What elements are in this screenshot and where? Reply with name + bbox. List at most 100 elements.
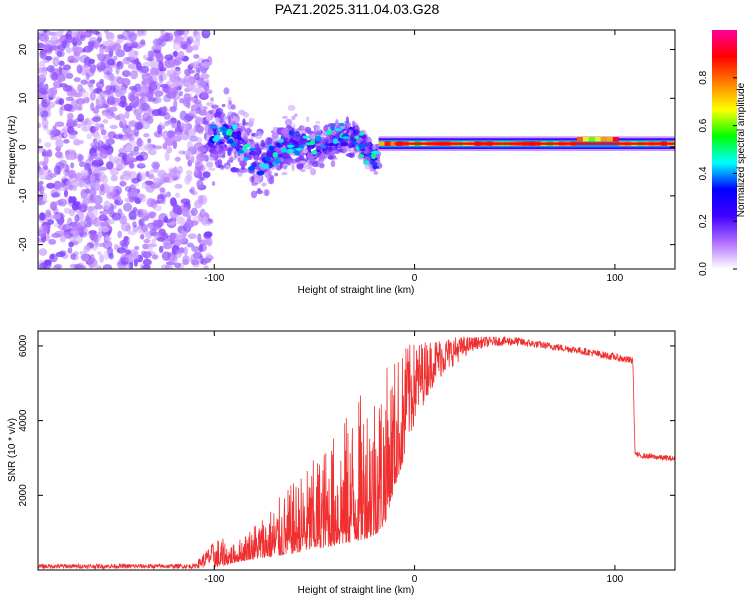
spectrogram-cell xyxy=(211,181,216,186)
spectrogram-cell xyxy=(352,140,358,145)
spectrogram-cell xyxy=(72,185,78,192)
spectrogram-cell xyxy=(172,50,178,58)
spectrogram-cell xyxy=(63,138,70,144)
spectrogram-cell xyxy=(326,130,333,136)
spectrogram-cell xyxy=(119,86,127,96)
spectrogram-cell xyxy=(286,144,294,148)
spectrogram-cell xyxy=(200,90,208,98)
spectrogram-cell xyxy=(166,119,177,125)
spectrogram-cell xyxy=(72,254,79,261)
spectrogram-cell xyxy=(124,185,132,192)
spectrogram-cell xyxy=(93,207,98,217)
spectrogram-cell xyxy=(132,251,139,260)
spectrogram-cell xyxy=(102,54,112,59)
spectrogram-cell xyxy=(330,125,335,131)
spectrogram-cell xyxy=(137,193,145,199)
spectrogram-cell xyxy=(246,122,252,130)
spectrogram-cell xyxy=(275,146,283,155)
colorbar-tick-label: 0.0 xyxy=(698,262,709,276)
spectrogram-cell xyxy=(237,150,245,154)
y-tick-label: 2000 xyxy=(18,484,29,507)
spectrogram-cell xyxy=(66,179,73,186)
spectrogram-cell xyxy=(327,143,335,147)
spectrogram-band xyxy=(394,142,675,145)
spectrogram-cell xyxy=(173,69,182,76)
spectrogram-cell xyxy=(86,205,96,212)
spectrogram-cell xyxy=(41,118,49,129)
spectrogram-cell xyxy=(109,167,119,177)
spectrogram-cell xyxy=(177,30,185,36)
spectrogram-cell xyxy=(371,161,378,167)
spectrogram-cell xyxy=(359,131,365,136)
spectrogram-cell xyxy=(259,163,264,168)
y-tick-label: -20 xyxy=(18,237,29,252)
spectrogram-cell xyxy=(297,163,304,169)
spectrogram-cell xyxy=(87,80,94,88)
spectrogram-cell xyxy=(261,143,267,148)
spectrogram-cell xyxy=(74,214,80,224)
spectrogram-cell xyxy=(193,251,203,260)
spectrogram-cell xyxy=(87,120,92,129)
spectrogram-cell xyxy=(193,142,204,151)
spectrogram-cell xyxy=(120,222,131,232)
spectrogram-cell xyxy=(116,247,126,254)
spectrogram-y-label: Frequency (Hz) xyxy=(7,116,18,185)
spectrogram-cell xyxy=(202,257,212,264)
spectrogram-cell xyxy=(254,131,263,140)
spectrogram-cell xyxy=(147,97,157,102)
spectrogram-cell xyxy=(102,135,108,140)
spectrogram-cell xyxy=(166,191,171,198)
spectrogram-cell xyxy=(107,92,115,100)
spectrogram-cell xyxy=(114,200,121,205)
spectrogram-cell xyxy=(133,258,138,267)
spectrogram-band xyxy=(378,141,385,146)
spectrogram-cell xyxy=(55,151,63,159)
spectrogram-cell xyxy=(106,70,111,78)
colorbar-bar xyxy=(712,30,737,269)
spectrogram-cell xyxy=(80,79,88,85)
spectrogram-cell xyxy=(63,103,73,112)
spectrogram-cell xyxy=(106,219,115,225)
spectrogram-cell xyxy=(152,145,163,150)
spectrogram-cell xyxy=(239,153,245,161)
spectrogram-cell xyxy=(291,115,296,121)
spectrogram-cell xyxy=(174,239,183,247)
spectrogram-cell xyxy=(136,137,143,147)
spectrogram-cell xyxy=(100,58,110,68)
spectrogram-cell xyxy=(143,133,150,138)
spectrogram-cell xyxy=(55,200,64,206)
spectrogram-cell xyxy=(80,253,90,263)
spectrogram-cell xyxy=(182,255,190,266)
spectrogram-cell xyxy=(130,129,136,136)
spectrogram-cell xyxy=(132,182,140,188)
spectrogram-cell xyxy=(63,178,71,186)
spectrogram-cell xyxy=(163,32,170,42)
spectrogram-cell xyxy=(207,130,214,136)
spectrogram-cell xyxy=(254,155,259,163)
spectrogram-cell xyxy=(263,172,269,178)
spectrogram-cell xyxy=(276,127,281,135)
spectrogram-cell xyxy=(193,54,200,59)
spectrogram-cell xyxy=(68,184,74,191)
spectrogram-cell xyxy=(243,157,250,161)
spectrogram-cell xyxy=(163,218,173,224)
spectrogram-cell xyxy=(142,251,152,259)
spectrogram-cell xyxy=(116,34,125,40)
spectrogram-cell xyxy=(58,30,65,34)
spectrogram-cell xyxy=(105,31,115,42)
spectrogram-cell xyxy=(59,83,68,88)
spectrogram-cell xyxy=(226,159,231,165)
spectrogram-cell xyxy=(170,232,177,240)
spectrogram-cell xyxy=(100,129,107,136)
spectrogram-cell xyxy=(144,143,154,151)
spectrogram-cell xyxy=(38,161,46,166)
snr-x-ticks: -100 0 100 xyxy=(204,331,624,585)
spectrogram-cell xyxy=(123,202,133,212)
spectrogram-cell xyxy=(216,144,220,152)
spectrogram-cell xyxy=(294,137,298,142)
spectrogram-cell xyxy=(143,54,148,60)
spectrogram-cell xyxy=(95,98,101,106)
spectrogram-cell xyxy=(306,116,310,123)
spectrogram-cell xyxy=(84,64,90,73)
